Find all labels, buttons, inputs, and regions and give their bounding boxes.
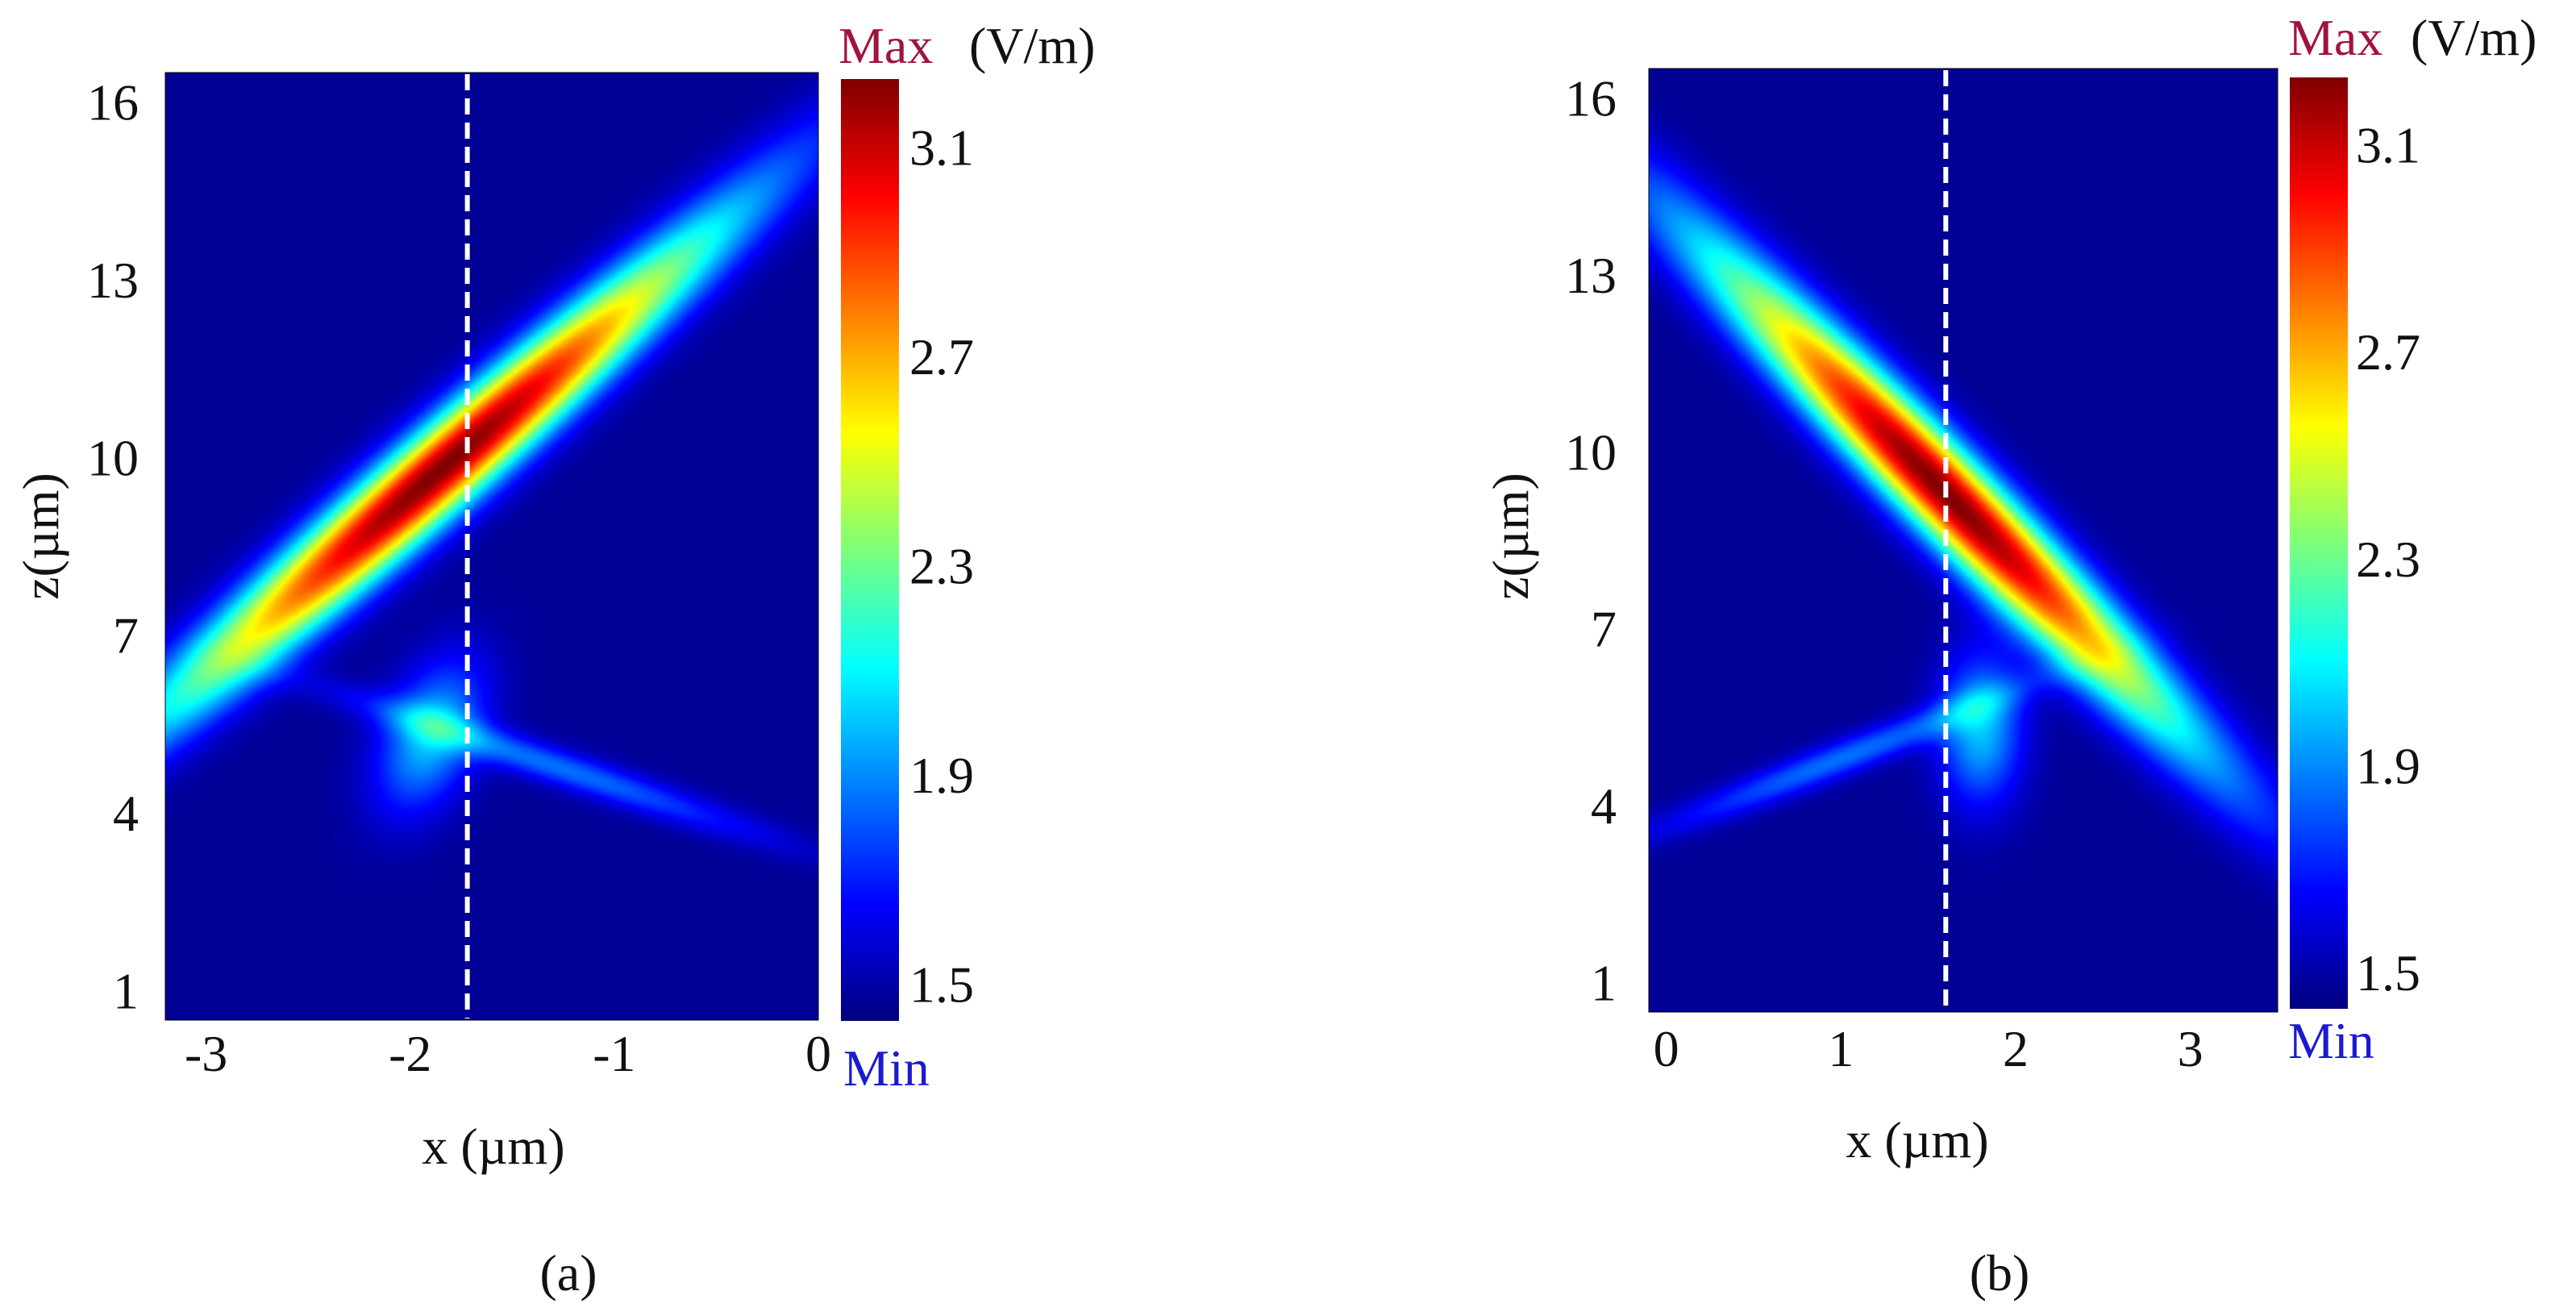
y-tick-label: 1: [1591, 954, 1617, 1011]
x-tick-label: 0: [805, 1025, 831, 1082]
colorbar-tick-label: 1.9: [909, 747, 974, 804]
colorbar-ticks-a: 1.5 1.9 2.3 2.7 3.1: [909, 119, 974, 1013]
y-tick-label: 4: [113, 785, 139, 842]
x-tick-label: -1: [593, 1025, 635, 1082]
x-tick-label: 2: [2003, 1020, 2029, 1077]
x-tick-label: 3: [2178, 1020, 2204, 1077]
y-tick-label: 10: [1565, 423, 1617, 481]
colorbar-max-label-b: Max: [2288, 9, 2382, 66]
y-tick-label: 16: [1565, 70, 1617, 127]
colorbar-tick-label: 1.5: [2356, 944, 2420, 1002]
panel-a: -3 -2 -1 0 1 4 7 10 13 16 x (µm) z(µm) 1.5 1.9 2.3…: [12, 17, 1095, 1302]
colorbar-tick-label: 2.3: [909, 537, 974, 594]
x-axis-label-b: x (µm): [1846, 1111, 1988, 1168]
colorbar-max-label-a: Max: [839, 17, 933, 74]
y-axis-label-a: z(µm): [12, 473, 69, 600]
colorbar-tick-label: 2.3: [2356, 531, 2420, 588]
colorbar-tick-label: 1.9: [2356, 737, 2420, 794]
x-tick-label: 1: [1828, 1020, 1854, 1077]
colorbar-ticks-b: 1.5 1.9 2.3 2.7 3.1: [2356, 116, 2420, 1002]
colorbar-b: [2290, 77, 2348, 1009]
field-heatmap-b: [1649, 69, 2278, 1012]
panel-label-b: (b): [1970, 1244, 2030, 1302]
y-tick-label: 1: [113, 962, 139, 1019]
colorbar-tick-label: 3.1: [909, 119, 974, 176]
x-ticks-b: 0 1 2 3: [1654, 1020, 2204, 1077]
colorbar-min-label-b: Min: [2288, 1012, 2374, 1069]
colorbar-a: [841, 79, 899, 1021]
y-tick-label: 16: [87, 74, 139, 131]
y-tick-label: 10: [87, 429, 139, 486]
colorbar-tick-label: 1.5: [909, 956, 974, 1014]
y-tick-label: 4: [1591, 777, 1617, 835]
panel-label-a: (a): [539, 1244, 597, 1302]
x-tick-label: 0: [1654, 1020, 1679, 1077]
colorbar-tick-label: 3.1: [2356, 116, 2420, 173]
colorbar-unit-b: (V/m): [2411, 9, 2536, 66]
colorbar-tick-label: 2.7: [909, 328, 974, 385]
y-ticks-b: 1 4 7 10 13 16: [1565, 70, 1617, 1012]
y-ticks-a: 1 4 7 10 13 16: [87, 74, 139, 1020]
colorbar-unit-a: (V/m): [969, 17, 1095, 74]
y-tick-label: 7: [113, 607, 139, 664]
plot-frame-a: [164, 72, 819, 1021]
x-ticks-a: -3 -2 -1 0: [185, 1025, 831, 1082]
x-tick-label: -3: [185, 1025, 227, 1082]
y-tick-label: 13: [87, 252, 139, 309]
plot-frame-b: [1648, 68, 2278, 1013]
y-tick-label: 7: [1591, 601, 1617, 658]
y-tick-label: 13: [1565, 247, 1617, 304]
y-axis-label-b: z(µm): [1482, 473, 1539, 600]
x-axis-label-a: x (µm): [422, 1118, 564, 1175]
colorbar-tick-label: 2.7: [2356, 323, 2420, 381]
field-heatmap-a: [165, 73, 818, 1020]
x-tick-label: -2: [389, 1025, 431, 1082]
colorbar-min-label-a: Min: [843, 1039, 930, 1097]
